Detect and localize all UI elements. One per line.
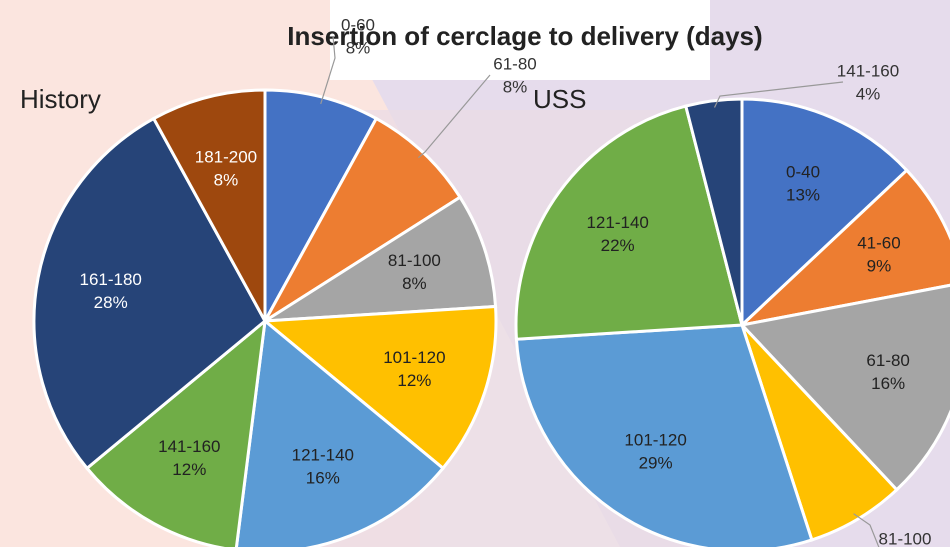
slice-value-label: 9%: [867, 257, 892, 276]
slice-category: 181-200: [195, 147, 257, 166]
slice-value-label: 13%: [786, 185, 820, 204]
slice-value-label: 16%: [871, 374, 905, 393]
slice-value-label: 8%: [503, 77, 528, 96]
slice-category: 61-80: [493, 54, 536, 73]
slice-category: 161-180: [80, 270, 142, 289]
slice-category: 81-100: [879, 529, 932, 547]
pie-slice: [514, 323, 814, 547]
slice-category: 41-60: [857, 234, 900, 253]
leader-line: [713, 81, 844, 108]
pie-slice: [84, 317, 267, 547]
slice-value-label: 12%: [172, 460, 206, 479]
leader-line: [853, 513, 880, 547]
leader-line: [417, 74, 491, 159]
slice-category: 101-120: [624, 431, 686, 450]
slice-category: 101-120: [383, 348, 445, 367]
slice-value-label: 29%: [639, 454, 673, 473]
pie-slice: [514, 104, 744, 341]
leader-line: [320, 35, 336, 105]
pie-slice: [32, 116, 267, 471]
slice-category: 121-140: [586, 213, 648, 232]
pie-slice: [261, 304, 498, 471]
slice-category: 0-40: [786, 162, 820, 181]
slice-category: 141-160: [837, 61, 899, 80]
pie-slice: [264, 195, 498, 323]
pie-title: USS: [533, 84, 586, 114]
pie-slice: [740, 97, 909, 329]
pie-slice: [739, 283, 950, 492]
chart-title: Insertion of cerclage to delivery (days): [287, 21, 762, 51]
slice-value-label: 12%: [397, 371, 431, 390]
charts: History 0-60 8% 61-80 8% 81-100 8% 101-120 12% 12…: [20, 15, 950, 547]
pie-slice: [234, 318, 446, 547]
title-backdrop: [330, 0, 710, 80]
slice-category: 121-140: [292, 446, 354, 465]
slice-category: 81-100: [388, 251, 441, 270]
slice-value-label: 22%: [601, 236, 635, 255]
slice-value-label: 8%: [402, 274, 427, 293]
slice-category: 141-160: [158, 437, 220, 456]
slice-value-label: 16%: [306, 469, 340, 488]
pie-slice: [737, 168, 950, 328]
pie-slice: [263, 116, 463, 323]
slice-category: 0-60: [341, 15, 375, 34]
pie-slice: [683, 97, 744, 326]
pie-title: History: [20, 84, 101, 114]
slice-category: 61-80: [866, 351, 909, 370]
slice-value-label: 8%: [346, 38, 371, 57]
slice-value-label: 8%: [214, 170, 239, 189]
slice-value-label: 4%: [856, 84, 881, 103]
slice-value-label: 28%: [94, 293, 128, 312]
pie-slice: [151, 88, 267, 322]
